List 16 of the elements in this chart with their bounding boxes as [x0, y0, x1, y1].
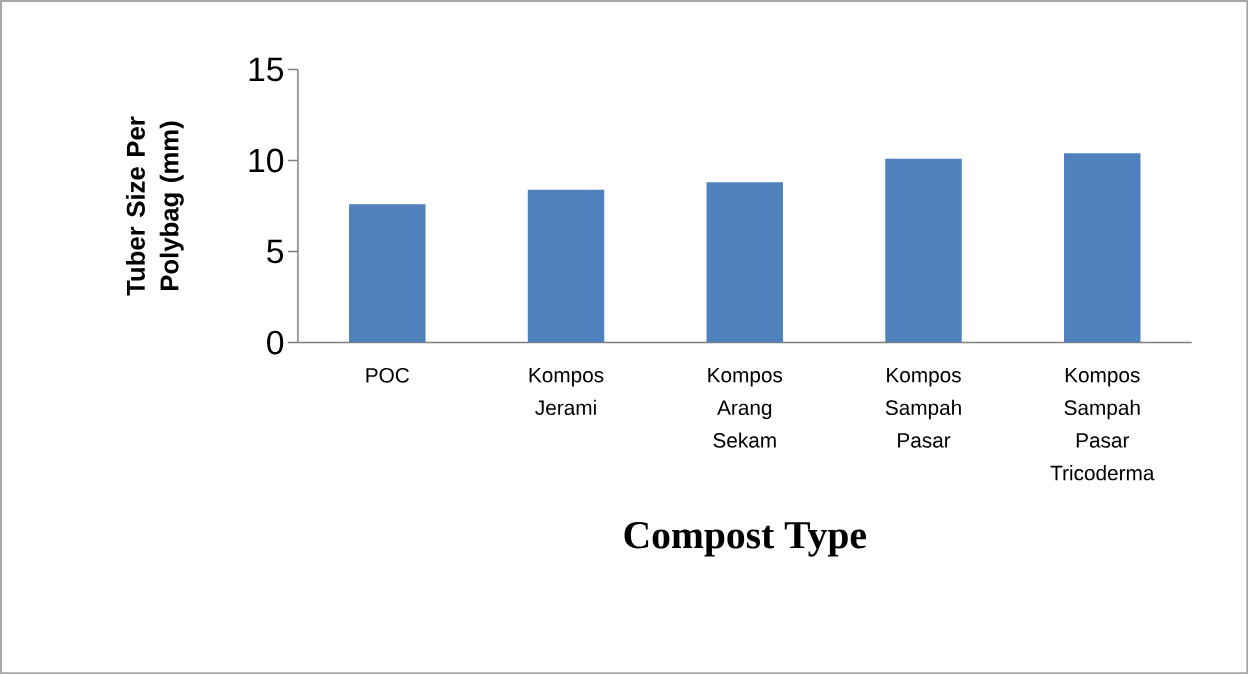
- bar: [349, 204, 426, 343]
- x-tick-label: POC: [366, 367, 410, 383]
- y-tick-label: 5: [267, 239, 284, 264]
- y-tick-label: 0: [267, 330, 284, 355]
- x-tick-label: Kompos Sampah Pasar Tricoderma: [1050, 367, 1155, 481]
- y-tick-label: 15: [249, 57, 284, 82]
- bar: [885, 158, 962, 343]
- x-axis-title: Compost Type: [624, 521, 866, 557]
- bar: [1064, 153, 1141, 343]
- x-tick-label: Kompos Arang Sekam: [708, 367, 783, 448]
- y-tick-label: 10: [249, 148, 284, 173]
- bar: [706, 182, 784, 343]
- bar: [527, 189, 605, 343]
- y-axis-title: Tuber Size Per Polybag (mm): [126, 116, 184, 296]
- x-tick-label: Kompos Sampah Pasar: [885, 367, 961, 448]
- x-tick-label: Kompos Jerami: [529, 367, 604, 415]
